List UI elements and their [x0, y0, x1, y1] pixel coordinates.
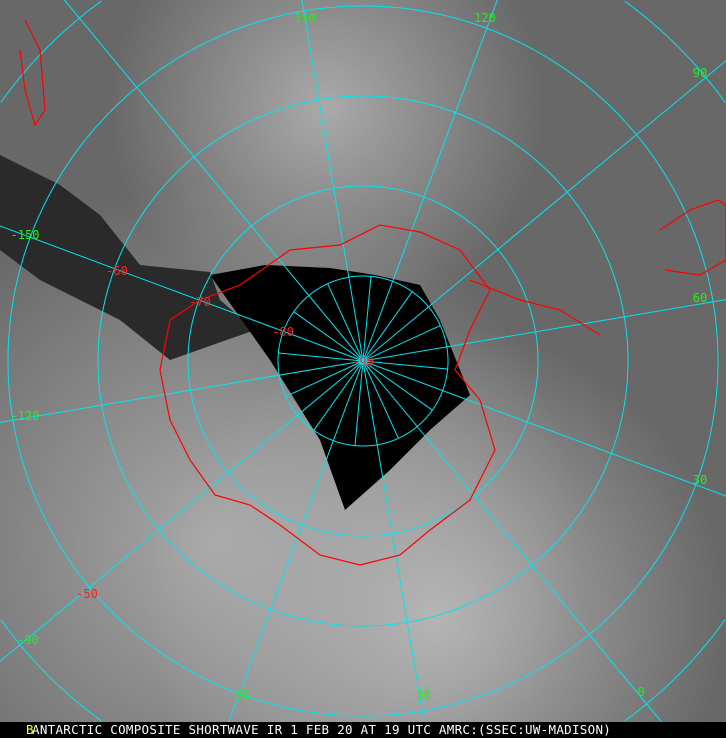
grid-labels: 150 120 90 60 30 0 -30 -60 -90 -120 -150 -50 -60 -70 -…	[11, 11, 708, 702]
meridian-line	[362, 360, 662, 722]
longitude-label: 30	[693, 473, 707, 487]
longitude-label: -150	[11, 228, 40, 242]
meridian-line	[362, 360, 448, 370]
meridian-line	[362, 325, 441, 362]
image-caption: B ANTARCTIC COMPOSITE SHORTWAVE IR 1 FEB…	[0, 722, 726, 738]
latitude-label: -90	[352, 355, 374, 369]
caption-marker: B	[26, 722, 34, 737]
latitude-label: -50	[76, 587, 98, 601]
longitude-label: 90	[693, 66, 707, 80]
longitude-label: -60	[229, 688, 251, 702]
meridian-line	[354, 360, 364, 446]
meridian-line	[278, 352, 364, 362]
latitude-circle	[0, 0, 102, 103]
meridian-line	[362, 360, 726, 497]
meridian-line	[228, 360, 364, 722]
meridian-line	[362, 0, 498, 362]
longitude-label: -30	[409, 688, 431, 702]
meridian-line	[327, 283, 364, 362]
meridian-line	[362, 360, 425, 722]
meridian-line	[362, 360, 433, 411]
longitude-label: -120	[11, 409, 40, 423]
latitude-circle	[7, 5, 719, 717]
latitude-label: -70	[189, 295, 211, 309]
graticule	[0, 0, 726, 722]
latitude-circle	[624, 619, 726, 722]
dark-swath	[0, 155, 255, 360]
meridian-line	[0, 360, 364, 423]
longitude-label: 60	[693, 291, 707, 305]
latitude-label: -80	[272, 325, 294, 339]
longitude-label: -90	[17, 633, 39, 647]
map-canvas: 150 120 90 60 30 0 -30 -60 -90 -120 -150 -50 -60 -70 -…	[0, 0, 726, 722]
meridian-line	[362, 276, 372, 362]
latitude-label: -60	[106, 264, 128, 278]
latitude-circle	[97, 95, 629, 627]
meridian-line	[362, 299, 726, 362]
meridian-line	[293, 311, 364, 362]
meridian-line	[313, 360, 364, 431]
antarctic-peninsula-coastline	[469, 279, 601, 336]
meridian-line	[285, 360, 364, 397]
meridian-line	[362, 60, 726, 362]
longitude-label: 0	[637, 685, 644, 699]
latitude-circle	[624, 0, 726, 103]
caption-text: ANTARCTIC COMPOSITE SHORTWAVE IR 1 FEB 2…	[32, 722, 612, 737]
longitude-label: 120	[474, 11, 496, 25]
south-america-coastline	[659, 199, 726, 276]
meridian-line	[0, 360, 364, 662]
meridian-line	[362, 291, 413, 362]
latitude-circle	[187, 185, 539, 537]
latitude-circle	[277, 275, 449, 447]
latitude-circle	[0, 619, 102, 722]
longitude-label: 150	[294, 11, 316, 25]
meridian-line	[301, 0, 364, 362]
meridian-line	[362, 360, 399, 439]
new-zealand-coastline	[19, 19, 46, 127]
meridian-line	[0, 225, 364, 362]
meridian-line	[64, 0, 364, 362]
antarctica-coastline	[159, 224, 496, 566]
